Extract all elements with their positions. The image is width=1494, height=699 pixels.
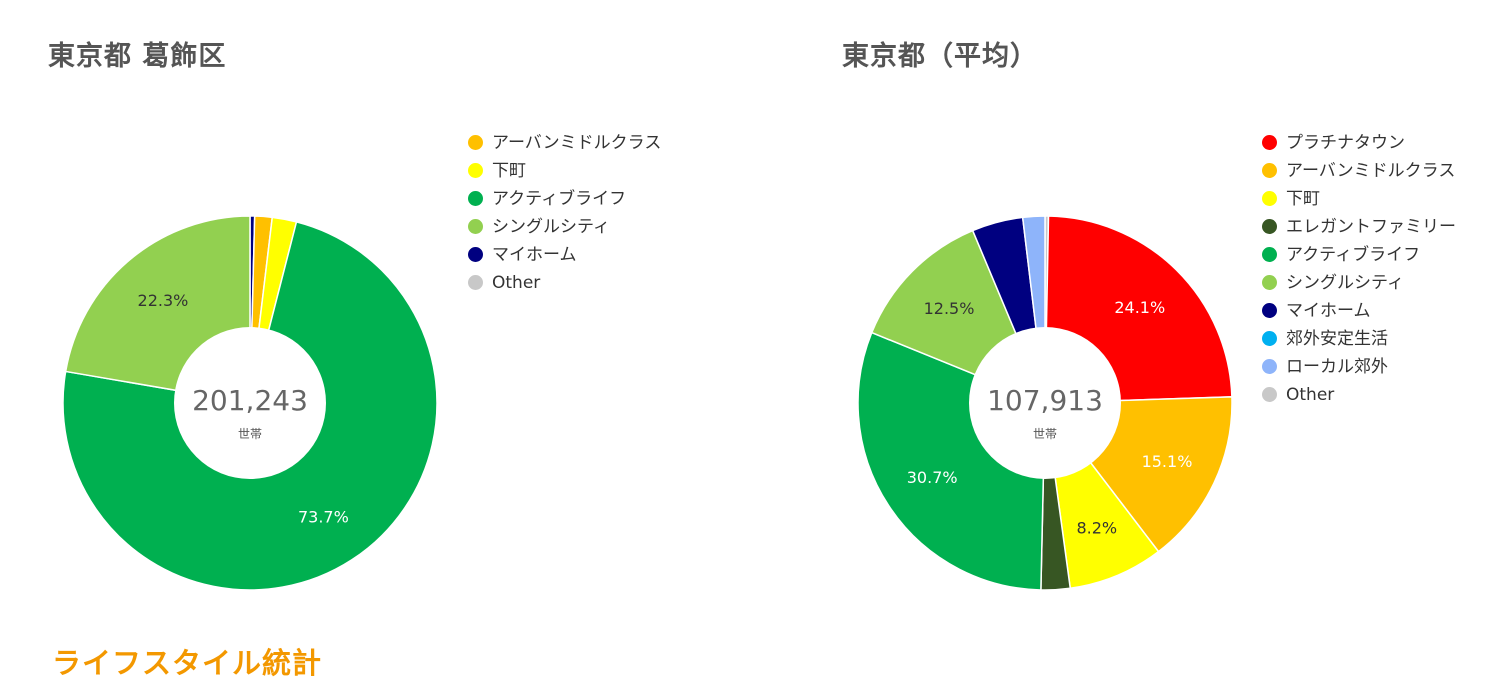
legend-marker-icon <box>468 219 483 234</box>
legend-label: Other <box>1286 385 1335 405</box>
legend-item[interactable]: シングルシティ <box>468 214 668 240</box>
legend-marker-icon <box>1262 303 1277 318</box>
legend-item[interactable]: アクティブライフ <box>1262 242 1462 268</box>
legend-label: アーバンミドルクラス <box>492 133 662 153</box>
legend-marker-icon <box>1262 275 1277 290</box>
legend-label: 郊外安定生活 <box>1286 329 1388 349</box>
donut-hole <box>969 327 1121 479</box>
slice-data-label: 8.2% <box>1076 519 1117 538</box>
legend-item[interactable]: マイホーム <box>1262 298 1462 324</box>
legend-label: 下町 <box>492 161 526 181</box>
center-unit-label: 世帯 <box>238 427 262 441</box>
legend-label: シングルシティ <box>1286 273 1404 293</box>
legend-marker-icon <box>468 275 483 290</box>
legend-marker-icon <box>1262 191 1277 206</box>
legend-marker-icon <box>1262 359 1277 374</box>
legend-marker-icon <box>1262 247 1277 262</box>
center-total-value: 201,243 <box>192 384 308 417</box>
legend-marker-icon <box>468 135 483 150</box>
legend-item[interactable]: 郊外安定生活 <box>1262 326 1462 352</box>
legend-label: シングルシティ <box>492 217 610 237</box>
legend-item[interactable]: Other <box>1262 382 1462 408</box>
legend-label: マイホーム <box>492 245 577 265</box>
legend-label: アクティブライフ <box>492 189 627 209</box>
legend-item[interactable]: 下町 <box>468 158 668 184</box>
legend-item[interactable]: アーバンミドルクラス <box>468 130 668 156</box>
legend-item[interactable]: 下町 <box>1262 186 1462 212</box>
slice-data-label: 73.7% <box>298 507 349 526</box>
legend-marker-icon <box>1262 387 1277 402</box>
donut-chart: 73.7% 22.3% 201,243 世帯 <box>62 215 438 591</box>
legend-marker-icon <box>1262 163 1277 178</box>
legend-label: マイホーム <box>1286 301 1371 321</box>
legend-marker-icon <box>1262 331 1277 346</box>
slice-data-label: 30.7% <box>907 468 958 487</box>
section-heading: ライフスタイル統計 <box>52 646 323 680</box>
legend-label: アーバンミドルクラス <box>1286 161 1456 181</box>
legend-marker-icon <box>1262 135 1277 150</box>
legend-label: エレガントファミリー <box>1286 217 1456 237</box>
chart-legend: アーバンミドルクラス 下町アクティブライフ シングルシティ マイホーム Other <box>468 130 668 298</box>
legend-item[interactable]: プラチナタウン <box>1262 130 1462 156</box>
legend-label: アクティブライフ <box>1286 245 1421 265</box>
legend-label: Other <box>492 273 541 293</box>
legend-item[interactable]: マイホーム <box>468 242 668 268</box>
legend-marker-icon <box>468 247 483 262</box>
donut-hole <box>174 327 326 479</box>
legend-item[interactable]: Other <box>468 270 668 296</box>
legend-item[interactable]: ローカル郊外 <box>1262 354 1462 380</box>
chart-title: 東京都 葛飾区 <box>48 41 227 72</box>
chart-legend: プラチナタウンアーバンミドルクラス 下町エレガントファミリー アクティブライフ シング… <box>1262 130 1462 410</box>
legend-label: ローカル郊外 <box>1286 357 1388 377</box>
chart-title: 東京都（平均） <box>842 41 1038 72</box>
legend-label: プラチナタウン <box>1286 133 1405 153</box>
legend-marker-icon <box>1262 219 1277 234</box>
slice-data-label: 15.1% <box>1142 452 1193 471</box>
legend-label: 下町 <box>1286 189 1320 209</box>
chart-panel-tokyo-average: 東京都（平均） 24.1% 15.1% 8.2% 30.7% 12.5% 107,913 世… <box>800 0 1494 620</box>
legend-marker-icon <box>468 163 483 178</box>
legend-item[interactable]: エレガントファミリー <box>1262 214 1462 240</box>
legend-item[interactable]: アクティブライフ <box>468 186 668 212</box>
slice-data-label: 12.5% <box>924 299 975 318</box>
legend-item[interactable]: アーバンミドルクラス <box>1262 158 1462 184</box>
slice-data-label: 24.1% <box>1114 298 1165 317</box>
donut-chart: 24.1% 15.1% 8.2% 30.7% 12.5% 107,913 世帯 <box>857 215 1233 591</box>
slice-data-label: 22.3% <box>138 291 189 310</box>
center-total-value: 107,913 <box>987 384 1103 417</box>
center-unit-label: 世帯 <box>1033 427 1057 441</box>
legend-marker-icon <box>468 191 483 206</box>
chart-panel-katsushika: 東京都 葛飾区 73.7% 22.3% 201,243 世帯 アーバンミドルクラス 下町… <box>0 0 740 620</box>
legend-item[interactable]: シングルシティ <box>1262 270 1462 296</box>
